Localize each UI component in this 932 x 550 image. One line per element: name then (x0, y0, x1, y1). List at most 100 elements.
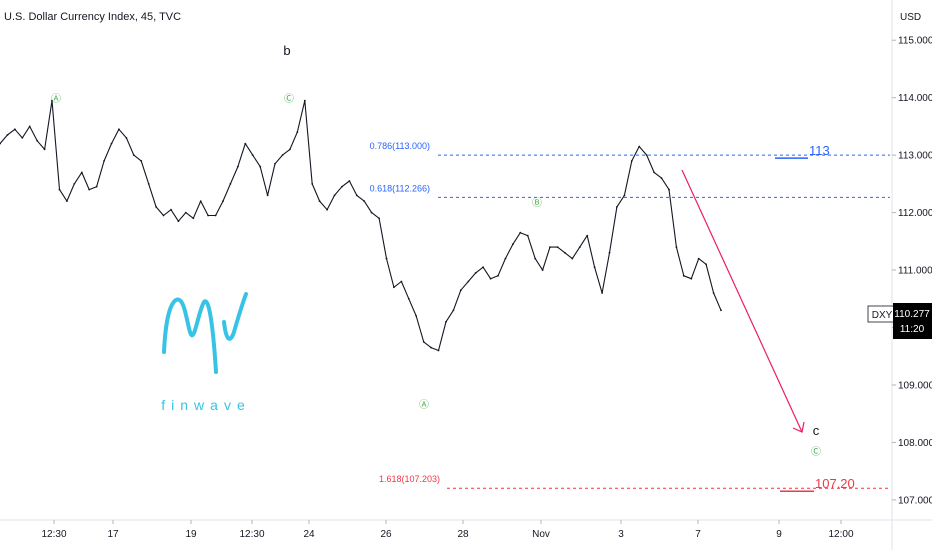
time-tick-label: 12:30 (239, 529, 264, 540)
logo-wave-icon (162, 297, 218, 374)
price-point (407, 297, 410, 300)
price-point (489, 277, 492, 280)
price-point (720, 309, 722, 312)
price-point (459, 289, 462, 292)
price-point (244, 142, 247, 145)
price-point (274, 162, 276, 165)
price-point (712, 292, 715, 294)
price-tick-label: 113.000 (898, 151, 932, 162)
price-point (80, 171, 83, 174)
price-point (266, 194, 269, 197)
price-point (378, 217, 380, 220)
symbol-tag-label: DXY (872, 310, 893, 321)
price-point (6, 134, 9, 136)
price-point (497, 274, 499, 277)
price-point (608, 251, 611, 254)
price-point (690, 277, 693, 280)
price-point (36, 139, 39, 142)
wave-label-c-bottom: Ⓒ (811, 446, 821, 458)
price-point (675, 246, 678, 249)
price-point (474, 272, 477, 274)
time-tick-label: 17 (107, 529, 119, 540)
price-point (132, 154, 135, 157)
price-point (415, 315, 418, 317)
price-point (326, 208, 328, 211)
price-point (237, 165, 239, 168)
price-point (645, 154, 648, 157)
price-point (638, 145, 641, 148)
fib-levels: 0.786(113.000) 113 0.618(112.266) 1.618(107… (370, 141, 890, 492)
time-tick-label: 12:00 (828, 529, 853, 540)
projection-arrow (681, 169, 803, 433)
price-point (51, 99, 53, 102)
wave-label-a-bottom: Ⓐ (419, 399, 429, 411)
price-point (184, 211, 187, 214)
price-point (571, 257, 574, 260)
time-tick-label: 7 (695, 529, 701, 540)
price-point (586, 234, 589, 237)
price-axis[interactable]: 115.000114.000113.000112.000111.000110.0… (892, 36, 932, 507)
price-point (370, 211, 373, 214)
price-point (155, 206, 158, 208)
price-point (660, 177, 663, 180)
price-point (73, 183, 76, 185)
price-point (88, 188, 91, 191)
price-tick-label: 107.000 (898, 495, 932, 506)
price-point (385, 257, 388, 260)
time-tick-label: 12:30 (41, 529, 66, 540)
price-point (95, 185, 98, 188)
price-point (355, 194, 358, 197)
fib-tag: 113 (809, 143, 830, 158)
price-point (549, 246, 551, 249)
price-point (21, 137, 24, 139)
price-point (170, 208, 172, 211)
price-tick-label: 108.000 (898, 438, 932, 449)
fib-label: 0.618(112.266) (370, 183, 430, 193)
price-point (400, 280, 403, 283)
fib-label: 0.786(113.000) (370, 141, 430, 151)
price-point (58, 188, 61, 191)
price-point (281, 154, 284, 157)
price-point (348, 180, 351, 182)
price-point (482, 266, 484, 269)
price-point (593, 266, 596, 269)
price-point (311, 183, 314, 185)
projection-arrow-head (792, 421, 805, 433)
time-axis[interactable]: 12:30 17 19 12:30 24 26 28 Nov 3 7 9 12:00 (41, 520, 854, 540)
price-axis-unit: USD (900, 12, 921, 23)
price-tick-label: 111.000 (898, 266, 932, 277)
price-point (363, 200, 366, 203)
price-point (630, 160, 633, 162)
time-tick-label: 24 (303, 529, 315, 540)
price-point (705, 263, 707, 266)
finwave-logo: finwave (161, 292, 250, 413)
price-point (578, 246, 581, 249)
price-tick-label: 109.000 (898, 380, 932, 391)
price-point (192, 217, 195, 220)
price-point (445, 320, 447, 323)
symbol-price-tag[interactable]: DXY 110.277 11:20 (867, 303, 932, 339)
price-point (422, 341, 425, 343)
price-point (526, 234, 529, 237)
price-point (303, 99, 306, 102)
price-point (28, 125, 31, 128)
time-tick-label: 9 (776, 529, 782, 540)
price-point (467, 280, 470, 283)
price-point (66, 200, 68, 203)
wave-letter-c: c (813, 423, 820, 438)
price-tag-box (893, 303, 932, 339)
price-point (437, 349, 440, 352)
price-point (430, 346, 432, 349)
price-point (229, 183, 232, 185)
price-point (616, 206, 618, 208)
price-point (668, 188, 670, 191)
price-point (541, 269, 544, 271)
price-point (564, 251, 566, 254)
chart-title: U.S. Dollar Currency Index, 45, TVC (4, 11, 181, 23)
logo-text: finwave (161, 397, 250, 413)
logo-wave-tail-icon (222, 292, 248, 341)
price-point (214, 214, 217, 217)
price-point (601, 292, 603, 294)
price-point (519, 231, 522, 234)
